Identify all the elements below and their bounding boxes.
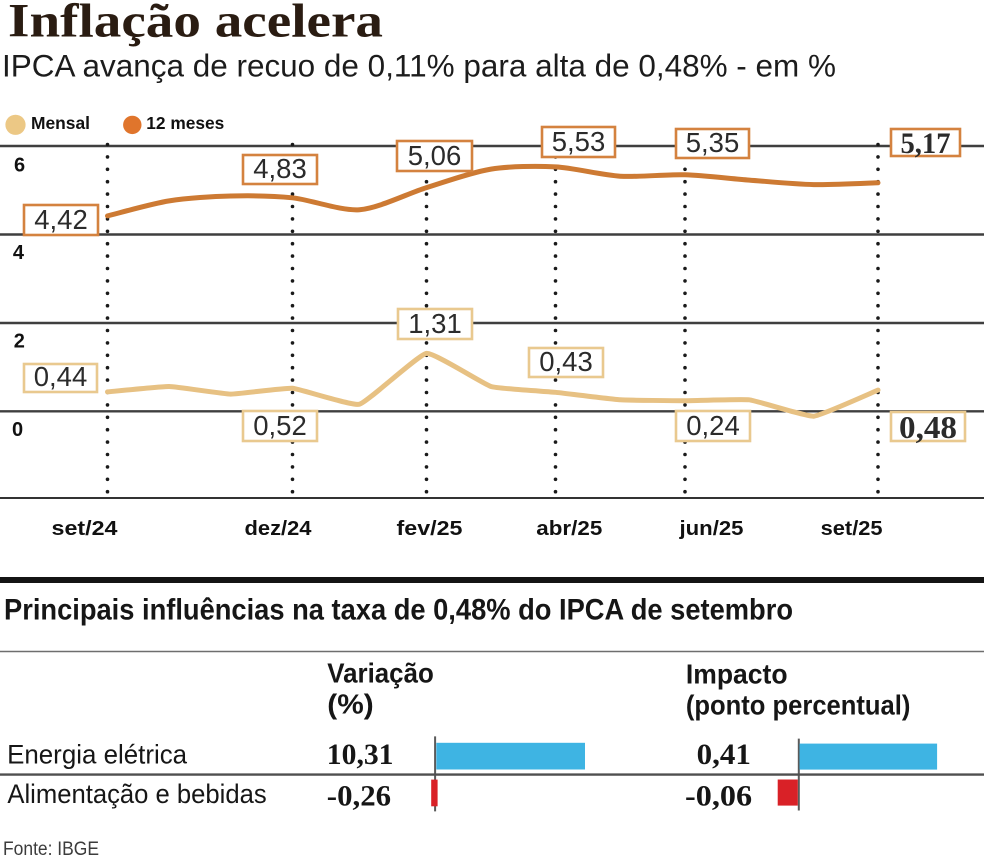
svg-text:0,43: 0,43 — [539, 346, 593, 377]
svg-text:0: 0 — [12, 419, 23, 441]
svg-text:1,31: 1,31 — [408, 308, 462, 339]
svg-text:set/24: set/24 — [52, 518, 119, 540]
svg-text:Inflação acelera: Inflação acelera — [8, 0, 383, 48]
svg-text:5,35: 5,35 — [686, 127, 740, 158]
svg-text:4: 4 — [13, 242, 25, 264]
svg-text:Impacto: Impacto — [686, 659, 788, 690]
svg-text:(ponto percentual): (ponto percentual) — [686, 690, 911, 721]
svg-text:Alimentação e bebidas: Alimentação e bebidas — [7, 779, 266, 809]
svg-text:dez/24: dez/24 — [245, 518, 313, 540]
svg-text:5,53: 5,53 — [552, 126, 606, 157]
svg-text:Fonte: IBGE: Fonte: IBGE — [3, 839, 99, 860]
svg-text:(%): (%) — [327, 689, 373, 720]
svg-text:4,42: 4,42 — [34, 204, 88, 235]
svg-text:-0,26: -0,26 — [327, 781, 391, 813]
svg-text:12 meses: 12 meses — [146, 113, 224, 133]
svg-text:4,83: 4,83 — [253, 153, 307, 184]
svg-text:fev/25: fev/25 — [397, 518, 463, 540]
svg-text:set/25: set/25 — [821, 518, 883, 540]
svg-text:Variação: Variação — [327, 658, 434, 689]
svg-text:-0,06: -0,06 — [685, 781, 752, 813]
svg-text:0,44: 0,44 — [34, 361, 88, 392]
svg-text:0,24: 0,24 — [686, 410, 740, 441]
svg-text:0,48: 0,48 — [899, 410, 957, 445]
svg-text:5,06: 5,06 — [408, 140, 462, 171]
svg-text:0,52: 0,52 — [253, 410, 307, 441]
svg-text:2: 2 — [14, 330, 25, 352]
svg-text:jun/25: jun/25 — [678, 518, 743, 540]
svg-text:abr/25: abr/25 — [536, 518, 602, 540]
svg-text:10,31: 10,31 — [327, 739, 394, 771]
svg-text:Mensal: Mensal — [31, 113, 90, 133]
svg-text:5,17: 5,17 — [901, 128, 951, 160]
svg-text:Energia elétrica: Energia elétrica — [7, 740, 188, 770]
svg-text:Principais influências na taxa: Principais influências na taxa de 0,48% … — [4, 594, 793, 627]
svg-text:IPCA avança de recuo de 0,11%: IPCA avança de recuo de 0,11% para alta … — [2, 48, 836, 84]
svg-text:6: 6 — [14, 155, 25, 177]
svg-text:0,41: 0,41 — [697, 739, 751, 771]
